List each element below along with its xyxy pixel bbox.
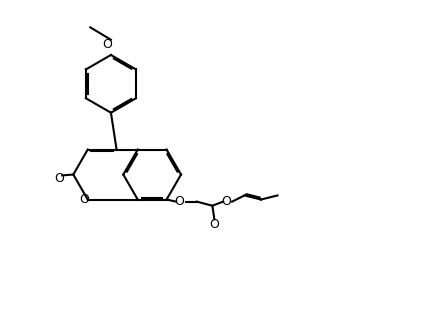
Text: O: O	[209, 218, 219, 231]
Text: O: O	[174, 195, 184, 208]
Text: O: O	[80, 193, 89, 206]
Text: O: O	[54, 172, 64, 185]
Text: O: O	[103, 38, 113, 51]
Text: O: O	[221, 195, 231, 208]
